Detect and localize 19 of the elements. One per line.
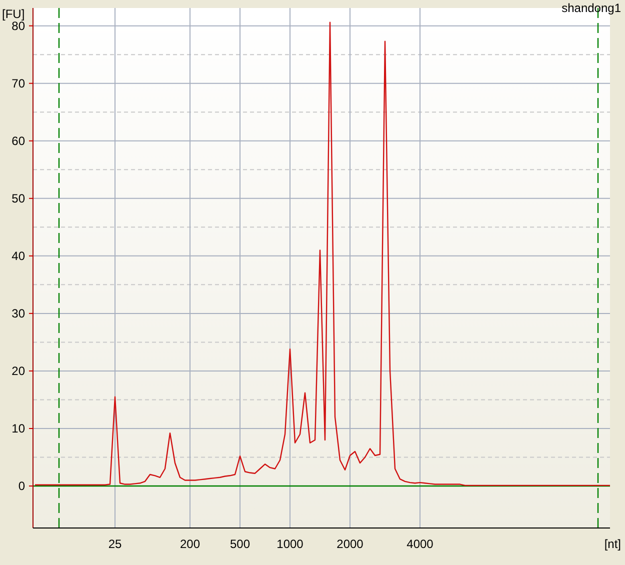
x-tick-label: 25 [108,537,122,551]
x-tick-label: 4000 [406,537,434,551]
x-tick-label: 200 [180,537,200,551]
y-tick-label: 80 [12,19,26,34]
y-tick-label: 20 [12,364,26,378]
y-tick-label: 10 [12,422,26,436]
x-tick-label: 2000 [336,537,364,551]
y-tick-label: 60 [12,134,26,148]
y-tick-label: 50 [12,192,26,206]
x-tick-label: 500 [230,537,250,551]
x-axis-title: [nt] [604,537,621,551]
y-tick-label: 70 [12,76,26,91]
y-tick-label: 0 [18,479,26,494]
y-axis-title: [FU] [2,7,25,21]
x-tick-label: 1000 [276,537,304,551]
chart-title: shandong1 [562,1,622,15]
line-series [34,22,611,486]
y-tick-label: 30 [12,306,26,321]
y-tick-label: 40 [12,249,26,264]
